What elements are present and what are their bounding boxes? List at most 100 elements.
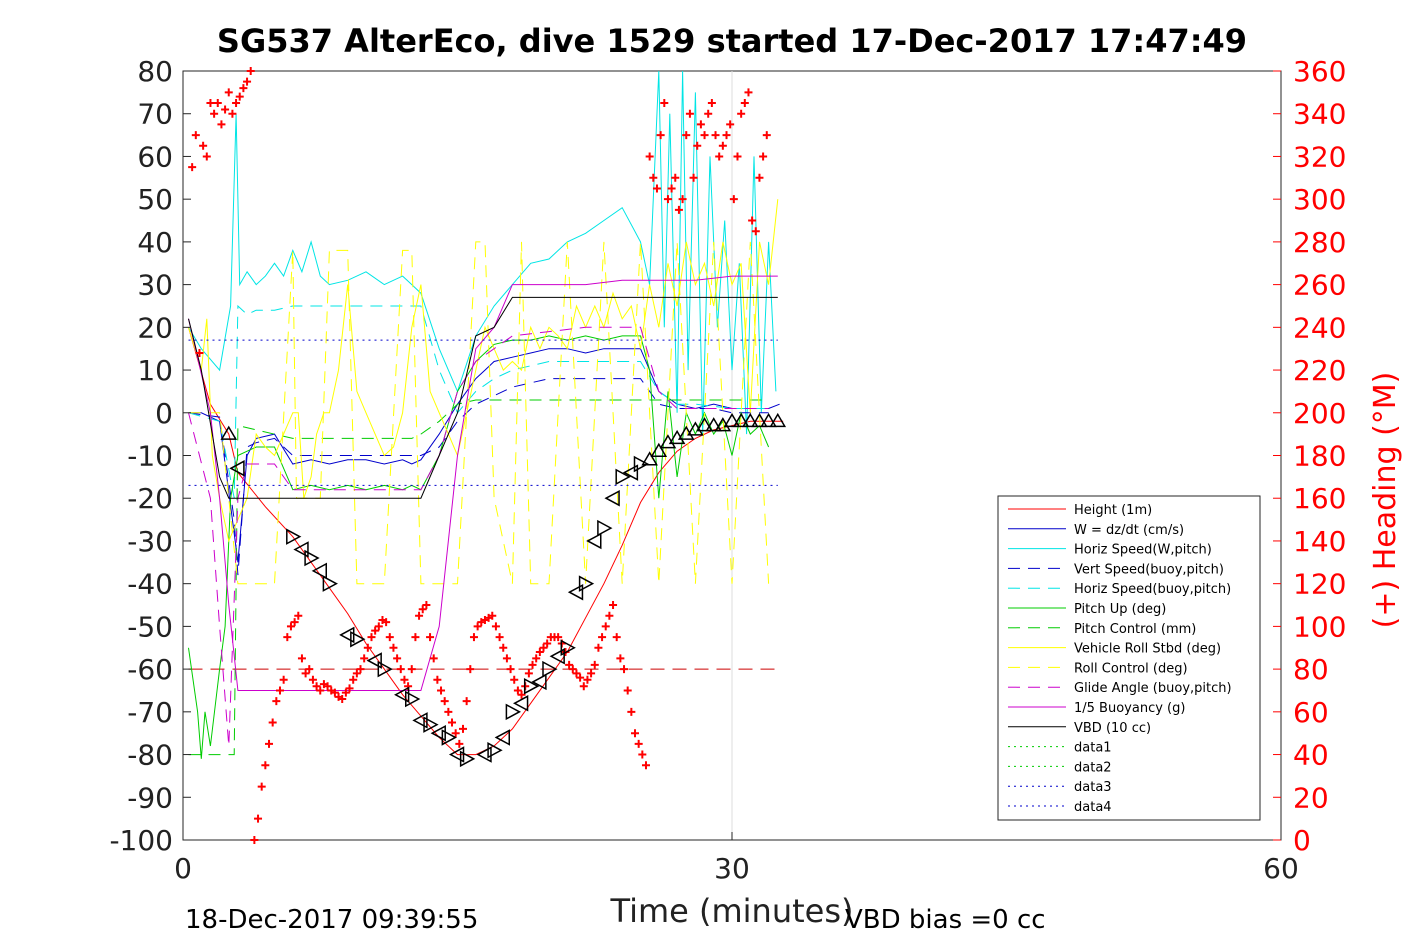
heading-point [363,643,372,652]
heading-point [579,682,588,691]
series-line-3 [188,378,769,576]
footer-vbd-bias: VBD bias =0 cc [845,905,1046,935]
heading-point [729,195,738,204]
heading-point [221,105,230,114]
heading-point [678,195,687,204]
y-right-tick-label: 80 [1293,653,1329,686]
dive-markers [220,412,787,768]
heading-point [217,120,226,129]
dive-marker [549,648,565,665]
y-tick-label: -30 [127,525,173,558]
heading-point [693,141,702,150]
heading-point [707,99,716,108]
heading-point [250,836,259,844]
y-tick-label: 60 [137,140,173,173]
heading-point [594,643,603,652]
heading-point [352,669,361,678]
dive-marker [366,652,382,669]
footer-timestamp: 18-Dec-2017 09:39:55 [185,905,478,935]
dive-marker [769,412,787,428]
legend-label: Height (1m) [1074,503,1152,518]
heading-point [389,643,398,652]
heading-point [283,633,292,642]
dive-marker [696,417,713,432]
heading-point [429,654,438,663]
dive-marker [394,686,410,703]
heading-point [224,88,233,97]
y-tick-label: -100 [109,824,173,857]
heading-point [407,665,416,674]
y-tick-label: -10 [127,440,173,473]
heading-point [400,675,409,684]
right-axis-ticks: 3603403203002802602402202001801601401201… [1273,55,1346,857]
heading-point [290,618,299,627]
y-right-tick-label: 260 [1293,269,1346,302]
dive-marker [229,460,245,477]
dive-marker [293,541,309,558]
legend-label: Pitch Control (mm) [1074,622,1196,637]
heading-point [199,141,208,150]
dive-marker [505,703,521,721]
y-right-tick-label: 340 [1293,98,1346,131]
heading-point [528,660,537,669]
dive-marker [441,729,457,746]
heading-point [462,697,471,706]
dive-marker [311,562,327,580]
heading-point [499,643,508,652]
heading-point [396,665,405,674]
y-tick-label: 10 [137,354,173,387]
y-right-tick-label: 60 [1293,696,1329,729]
heading-point [338,695,347,704]
heading-point [649,173,658,182]
heading-point [539,643,548,652]
heading-point [294,611,303,620]
heading-point [444,707,453,716]
y-tick-label: -20 [127,482,173,515]
heading-point [627,707,636,716]
heading-point [466,665,475,674]
heading-point [748,216,757,225]
heading-point [206,99,215,108]
heading-point [422,601,431,610]
right-axis-label: (+) Heading (°M) [1368,372,1403,629]
series-line-10 [188,275,778,691]
heading-point [491,622,500,631]
y-tick-label: -90 [127,781,173,814]
heading-point [261,761,270,770]
heading-point [663,195,672,204]
heading-point [257,782,266,791]
heading-point [235,92,244,101]
heading-point [696,120,705,129]
legend-label: VBD (10 cc) [1074,721,1151,736]
heading-point [612,633,621,642]
heading-point [202,152,211,161]
heading-point [689,173,698,182]
legend-box [997,495,1261,821]
dive-marker [487,742,503,759]
y-right-tick-label: 280 [1293,226,1346,259]
y-tick-label: -60 [127,653,173,686]
x-axis-ticks: 0 30 60 [174,832,1299,885]
heading-point [576,673,585,682]
legend-label: Horiz Speed(W,pitch) [1074,543,1212,558]
dive-marker [597,519,613,537]
legend: Height (1m) W = dz/dt (cm/s) Horiz Speed(W… [997,495,1261,821]
heading-point [308,675,317,684]
dive-marker [615,468,631,486]
heading-point [638,750,647,759]
heading-point [239,84,248,93]
legend-label: data3 [1074,780,1112,795]
x-tick-label: 30 [714,852,750,885]
y-tick-label: 50 [137,183,173,216]
heading-point [722,131,731,140]
series-line-6 [188,399,769,756]
heading-point [275,686,284,695]
dive-marker [705,417,723,432]
heading-point [609,601,618,610]
heading-point [700,131,709,140]
y-right-tick-label: 220 [1293,354,1346,387]
dive-marker [405,690,421,708]
y-tick-label: 0 [155,397,173,430]
heading-point [704,109,713,118]
